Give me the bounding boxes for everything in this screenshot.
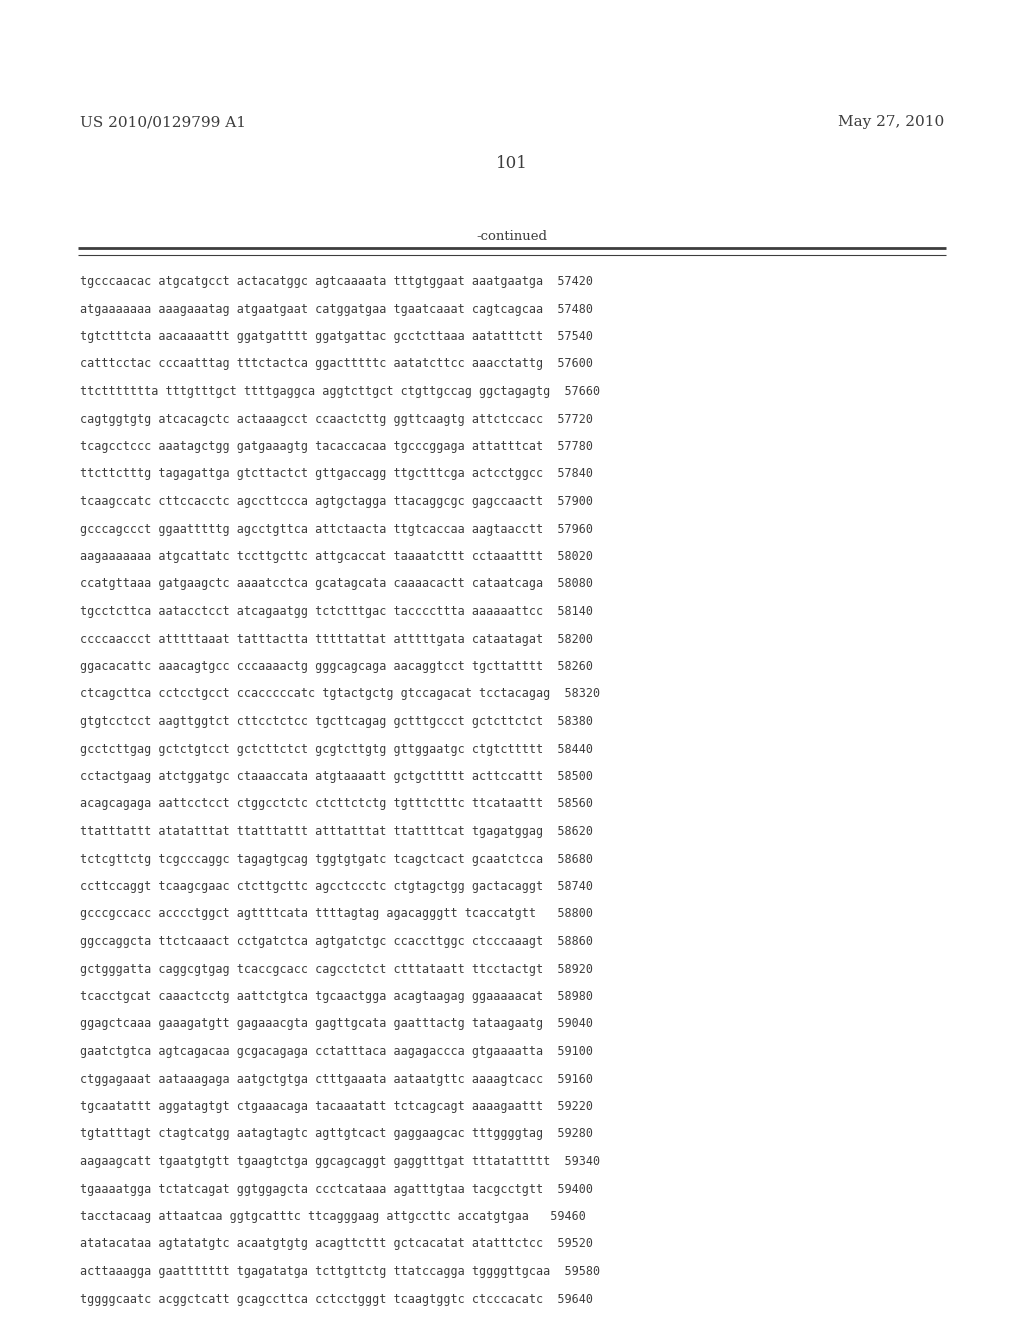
Text: tggggcaatc acggctcatt gcagccttca cctcctgggt tcaagtggtc ctcccacatc  59640: tggggcaatc acggctcatt gcagccttca cctcctg…	[80, 1292, 593, 1305]
Text: 101: 101	[496, 154, 528, 172]
Text: atgaaaaaaa aaagaaatag atgaatgaat catggatgaa tgaatcaaat cagtcagcaa  57480: atgaaaaaaa aaagaaatag atgaatgaat catggat…	[80, 302, 593, 315]
Text: tgtatttagt ctagtcatgg aatagtagtc agttgtcact gaggaagcac tttggggtag  59280: tgtatttagt ctagtcatgg aatagtagtc agttgtc…	[80, 1127, 593, 1140]
Text: acttaaagga gaattttttt tgagatatga tcttgttctg ttatccagga tggggttgcaa  59580: acttaaagga gaattttttt tgagatatga tcttgtt…	[80, 1265, 600, 1278]
Text: ctggagaaat aataaagaga aatgctgtga ctttgaaata aataatgttc aaaagtcacc  59160: ctggagaaat aataaagaga aatgctgtga ctttgaa…	[80, 1072, 593, 1085]
Text: -continued: -continued	[476, 230, 548, 243]
Text: gcccgccacc acccctggct agttttcata ttttagtag agacagggtt tcaccatgtt   58800: gcccgccacc acccctggct agttttcata ttttagt…	[80, 908, 593, 920]
Text: ggccaggcta ttctcaaact cctgatctca agtgatctgc ccaccttggc ctcccaaagt  58860: ggccaggcta ttctcaaact cctgatctca agtgatc…	[80, 935, 593, 948]
Text: tgtctttcta aacaaaattt ggatgatttt ggatgattac gcctcttaaa aatatttctt  57540: tgtctttcta aacaaaattt ggatgatttt ggatgat…	[80, 330, 593, 343]
Text: tgaaaatgga tctatcagat ggtggagcta ccctcataaa agatttgtaa tacgcctgtt  59400: tgaaaatgga tctatcagat ggtggagcta ccctcat…	[80, 1183, 593, 1196]
Text: ggacacattc aaacagtgcc cccaaaactg gggcagcaga aacaggtcct tgcttatttt  58260: ggacacattc aaacagtgcc cccaaaactg gggcagc…	[80, 660, 593, 673]
Text: tgcccaacac atgcatgcct actacatggc agtcaaaata tttgtggaat aaatgaatga  57420: tgcccaacac atgcatgcct actacatggc agtcaaa…	[80, 275, 593, 288]
Text: ccccaaccct atttttaaat tatttactta tttttattat atttttgata cataatagat  58200: ccccaaccct atttttaaat tatttactta tttttat…	[80, 632, 593, 645]
Text: tcaagccatc cttccacctc agccttccca agtgctagga ttacaggcgc gagccaactt  57900: tcaagccatc cttccacctc agccttccca agtgcta…	[80, 495, 593, 508]
Text: tcacctgcat caaactcctg aattctgtca tgcaactgga acagtaagag ggaaaaacat  58980: tcacctgcat caaactcctg aattctgtca tgcaact…	[80, 990, 593, 1003]
Text: May 27, 2010: May 27, 2010	[838, 115, 944, 129]
Text: tctcgttctg tcgcccaggc tagagtgcag tggtgtgatc tcagctcact gcaatctcca  58680: tctcgttctg tcgcccaggc tagagtgcag tggtgtg…	[80, 853, 593, 866]
Text: ttcttctttg tagagattga gtcttactct gttgaccagg ttgctttcga actcctggcc  57840: ttcttctttg tagagattga gtcttactct gttgacc…	[80, 467, 593, 480]
Text: atatacataa agtatatgtc acaatgtgtg acagttcttt gctcacatat atatttctcc  59520: atatacataa agtatatgtc acaatgtgtg acagttc…	[80, 1238, 593, 1250]
Text: gaatctgtca agtcagacaa gcgacagaga cctatttaca aagagaccca gtgaaaatta  59100: gaatctgtca agtcagacaa gcgacagaga cctattt…	[80, 1045, 593, 1059]
Text: acagcagaga aattcctcct ctggcctctc ctcttctctg tgtttctttc ttcataattt  58560: acagcagaga aattcctcct ctggcctctc ctcttct…	[80, 797, 593, 810]
Text: gcccagccct ggaatttttg agcctgttca attctaacta ttgtcaccaa aagtaacctt  57960: gcccagccct ggaatttttg agcctgttca attctaa…	[80, 523, 593, 536]
Text: ctcagcttca cctcctgcct ccacccccatc tgtactgctg gtccagacat tcctacagag  58320: ctcagcttca cctcctgcct ccacccccatc tgtact…	[80, 688, 600, 701]
Text: ttatttattt atatatttat ttatttattt atttatttat ttattttcat tgagatggag  58620: ttatttattt atatatttat ttatttattt atttatt…	[80, 825, 593, 838]
Text: tacctacaag attaatcaa ggtgcatttc ttcagggaag attgccttc accatgtgaa   59460: tacctacaag attaatcaa ggtgcatttc ttcaggga…	[80, 1210, 586, 1224]
Text: ggagctcaaa gaaagatgtt gagaaacgta gagttgcata gaatttactg tataagaatg  59040: ggagctcaaa gaaagatgtt gagaaacgta gagttgc…	[80, 1018, 593, 1031]
Text: ccttccaggt tcaagcgaac ctcttgcttc agcctccctc ctgtagctgg gactacaggt  58740: ccttccaggt tcaagcgaac ctcttgcttc agcctcc…	[80, 880, 593, 894]
Text: cctactgaag atctggatgc ctaaaccata atgtaaaatt gctgcttttt acttccattt  58500: cctactgaag atctggatgc ctaaaccata atgtaaa…	[80, 770, 593, 783]
Text: tcagcctccc aaatagctgg gatgaaagtg tacaccacaa tgcccggaga attatttcat  57780: tcagcctccc aaatagctgg gatgaaagtg tacacca…	[80, 440, 593, 453]
Text: ttcttttttta tttgtttgct ttttgaggca aggtcttgct ctgttgccag ggctagagtg  57660: ttcttttttta tttgtttgct ttttgaggca aggtct…	[80, 385, 600, 399]
Text: ccatgttaaa gatgaagctc aaaatcctca gcatagcata caaaacactt cataatcaga  58080: ccatgttaaa gatgaagctc aaaatcctca gcatagc…	[80, 578, 593, 590]
Text: US 2010/0129799 A1: US 2010/0129799 A1	[80, 115, 246, 129]
Text: aagaagcatt tgaatgtgtt tgaagtctga ggcagcaggt gaggtttgat tttatattttt  59340: aagaagcatt tgaatgtgtt tgaagtctga ggcagca…	[80, 1155, 600, 1168]
Text: tgcctcttca aatacctcct atcagaatgg tctctttgac taccccttta aaaaaattcc  58140: tgcctcttca aatacctcct atcagaatgg tctcttt…	[80, 605, 593, 618]
Text: gcctcttgag gctctgtcct gctcttctct gcgtcttgtg gttggaatgc ctgtcttttt  58440: gcctcttgag gctctgtcct gctcttctct gcgtctt…	[80, 742, 593, 755]
Text: cagtggtgtg atcacagctc actaaagcct ccaactcttg ggttcaagtg attctccacc  57720: cagtggtgtg atcacagctc actaaagcct ccaactc…	[80, 412, 593, 425]
Text: catttcctac cccaatttag tttctactca ggactttttc aatatcttcc aaacctattg  57600: catttcctac cccaatttag tttctactca ggacttt…	[80, 358, 593, 371]
Text: gctgggatta caggcgtgag tcaccgcacc cagcctctct ctttataatt ttcctactgt  58920: gctgggatta caggcgtgag tcaccgcacc cagcctc…	[80, 962, 593, 975]
Text: tgcaatattt aggatagtgt ctgaaacaga tacaaatatt tctcagcagt aaaagaattt  59220: tgcaatattt aggatagtgt ctgaaacaga tacaaat…	[80, 1100, 593, 1113]
Text: gtgtcctcct aagttggtct cttcctctcc tgcttcagag gctttgccct gctcttctct  58380: gtgtcctcct aagttggtct cttcctctcc tgcttca…	[80, 715, 593, 729]
Text: aagaaaaaaa atgcattatc tccttgcttc attgcaccat taaaatcttt cctaaatttt  58020: aagaaaaaaa atgcattatc tccttgcttc attgcac…	[80, 550, 593, 564]
